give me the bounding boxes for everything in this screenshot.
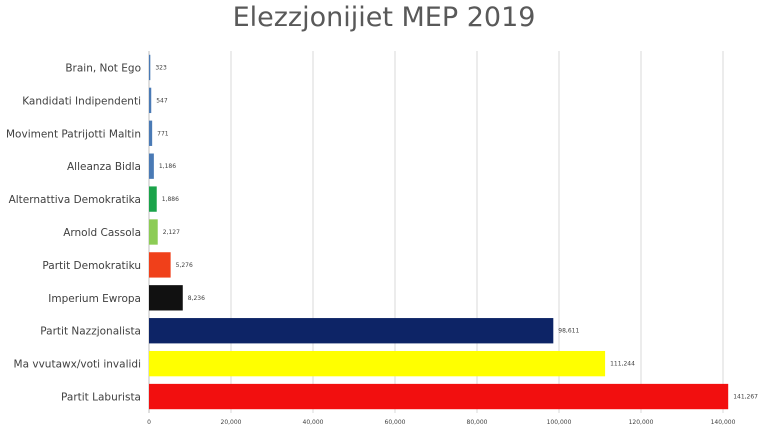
category-label: Imperium Ewropa: [48, 293, 141, 305]
category-label: Alleanza Bidla: [67, 161, 141, 173]
value-label: 98,611: [558, 328, 579, 335]
bar: [149, 87, 152, 114]
x-tick-label: 0: [147, 419, 151, 426]
x-tick-label: 40,000: [303, 419, 324, 426]
value-label: 547: [156, 97, 168, 104]
bar: [149, 153, 154, 179]
x-tick-label: 140,000: [711, 419, 736, 426]
x-tick-label: 60,000: [385, 419, 406, 426]
bar: [149, 54, 151, 81]
bar: [149, 186, 157, 212]
category-label: Alternattiva Demokratika: [9, 194, 141, 206]
bar: [149, 120, 153, 146]
x-tick-label: 100,000: [547, 419, 572, 426]
category-label: Moviment Patrijotti Maltin: [6, 128, 141, 140]
value-label: 323: [155, 64, 167, 71]
bar: [149, 383, 729, 410]
bar: [149, 350, 606, 377]
category-label: Partit Nazzjonalista: [40, 326, 141, 338]
value-label: 771: [157, 130, 169, 137]
bar: [149, 252, 171, 278]
value-label: 111,244: [610, 361, 635, 368]
value-label: 1,886: [162, 196, 179, 203]
value-label: 1,186: [159, 163, 176, 170]
category-label: Kandidati Indipendenti: [22, 95, 141, 107]
category-label: Partit Demokratiku: [42, 260, 141, 272]
category-label: Partit Laburista: [61, 392, 141, 404]
category-label: Ma vvutawx/voti invalidi: [14, 359, 141, 371]
x-tick-label: 80,000: [467, 419, 488, 426]
x-tick-label: 120,000: [629, 419, 654, 426]
value-label: 5,276: [176, 262, 193, 269]
chart-title: Elezzjonijiet MEP 2019: [232, 2, 536, 33]
category-label: Brain, Not Ego: [65, 62, 141, 74]
bar: [149, 219, 158, 245]
x-tick-label: 20,000: [221, 419, 242, 426]
value-label: 8,236: [188, 295, 205, 302]
category-label: Arnold Cassola: [63, 227, 141, 239]
bar: [149, 318, 554, 344]
value-label: 2,127: [163, 229, 180, 236]
bar: [149, 285, 183, 311]
value-label: 141,267: [733, 394, 758, 401]
